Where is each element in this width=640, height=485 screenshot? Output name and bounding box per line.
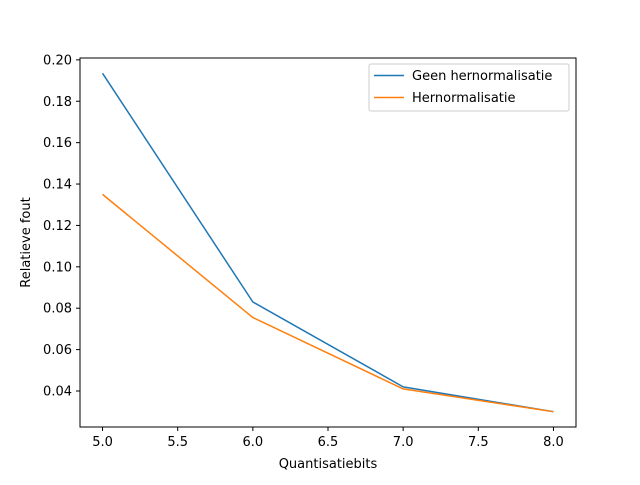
x-tick-label: 6.5	[318, 435, 339, 450]
y-axis-label: Relatieve fout	[19, 197, 34, 287]
legend-label-geen-hernormalisatie: Geen hernormalisatie	[412, 69, 552, 84]
x-tick-label: 5.0	[92, 435, 113, 450]
y-tick-label: 0.18	[43, 95, 72, 110]
x-tick-label: 7.0	[393, 435, 414, 450]
y-tick-label: 0.06	[43, 343, 72, 358]
y-tick-label: 0.04	[43, 384, 72, 399]
legend: Geen hernormalisatie Hernormalisatie	[368, 63, 570, 112]
y-tick-label: 0.08	[43, 302, 72, 317]
y-tick-label: 0.10	[43, 260, 72, 275]
series-line-1	[102, 193, 554, 413]
y-tick-label: 0.16	[43, 136, 72, 151]
series-line-0	[101, 72, 554, 413]
legend-box	[368, 63, 570, 112]
y-tick-label: 0.20	[43, 53, 72, 68]
y-axis-ticks: 0.04 0.06 0.08 0.10 0.12 0.14 0.16 0.18 0.20	[43, 53, 80, 399]
x-tick-label: 6.0	[243, 435, 264, 450]
x-axis-label: Quantisatiebits	[279, 457, 378, 472]
x-tick-label: 7.5	[468, 435, 489, 450]
y-tick-label: 0.14	[43, 178, 72, 193]
x-tick-label: 8.0	[543, 435, 564, 450]
y-tick-label: 0.12	[43, 219, 72, 234]
x-tick-label: 5.5	[167, 435, 188, 450]
legend-label-hernormalisatie: Hernormalisatie	[412, 91, 516, 106]
series-layer	[101, 72, 554, 413]
x-axis-ticks: 5.0 5.5 6.0 6.5 7.0 7.5 8.0	[92, 427, 564, 450]
